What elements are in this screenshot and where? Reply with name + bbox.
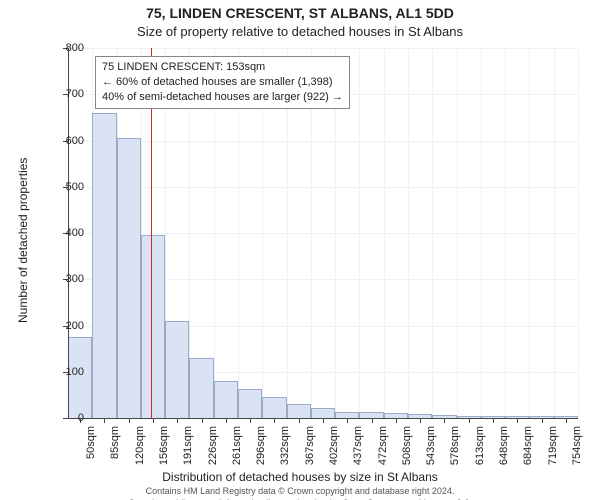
grid-line-v (384, 48, 385, 418)
grid-line-v (408, 48, 409, 418)
x-tick-label: 402sqm (328, 426, 340, 486)
grid-line-v (481, 48, 482, 418)
x-tick-mark (469, 418, 470, 423)
x-tick-mark (347, 418, 348, 423)
x-tick-mark (129, 418, 130, 423)
chart-title-address: 75, LINDEN CRESCENT, ST ALBANS, AL1 5DD (0, 5, 600, 21)
histogram-bar (189, 358, 213, 418)
x-tick-mark (104, 418, 105, 423)
grid-line-v (432, 48, 433, 418)
x-tick-mark (274, 418, 275, 423)
x-tick-label: 508sqm (401, 426, 413, 486)
x-tick-mark (420, 418, 421, 423)
x-tick-mark (299, 418, 300, 423)
x-tick-label: 648sqm (498, 426, 510, 486)
x-tick-label: 719sqm (547, 426, 559, 486)
histogram-bar (214, 381, 238, 418)
y-tick-label: 500 (54, 181, 84, 193)
histogram-bar (287, 404, 311, 418)
x-tick-label: 684sqm (522, 426, 534, 486)
histogram-bar (238, 389, 262, 418)
y-tick-label: 600 (54, 135, 84, 147)
x-tick-label: 472sqm (377, 426, 389, 486)
histogram-bar (262, 397, 286, 418)
x-tick-label: 437sqm (352, 426, 364, 486)
x-tick-label: 156sqm (158, 426, 170, 486)
grid-line-h (68, 187, 578, 188)
x-tick-label: 261sqm (231, 426, 243, 486)
x-tick-label: 120sqm (134, 426, 146, 486)
annotation-line-2: ← 60% of detached houses are smaller (1,… (102, 75, 343, 90)
y-tick-label: 200 (54, 320, 84, 332)
grid-line-v (529, 48, 530, 418)
chart-subtitle: Size of property relative to detached ho… (0, 24, 600, 39)
histogram-bar (141, 235, 165, 418)
x-tick-mark (226, 418, 227, 423)
attribution-text: Contains HM Land Registry data © Crown c… (0, 486, 600, 500)
x-tick-label: 226sqm (207, 426, 219, 486)
x-tick-label: 191sqm (182, 426, 194, 486)
grid-line-v (505, 48, 506, 418)
x-tick-label: 332sqm (279, 426, 291, 486)
annotation-line-3: 40% of semi-detached houses are larger (… (102, 90, 343, 105)
x-tick-label: 85sqm (109, 426, 121, 486)
histogram-bar (92, 113, 116, 418)
y-tick-label: 0 (54, 412, 84, 424)
histogram-bar (311, 408, 335, 418)
x-tick-mark (177, 418, 178, 423)
x-tick-label: 367sqm (304, 426, 316, 486)
x-tick-label: 543sqm (425, 426, 437, 486)
x-tick-label: 613sqm (474, 426, 486, 486)
x-tick-mark (202, 418, 203, 423)
x-tick-mark (153, 418, 154, 423)
x-tick-mark (372, 418, 373, 423)
y-tick-label: 400 (54, 227, 84, 239)
x-tick-mark (566, 418, 567, 423)
grid-line-v (554, 48, 555, 418)
x-tick-label: 296sqm (255, 426, 267, 486)
x-tick-mark (396, 418, 397, 423)
y-tick-label: 800 (54, 42, 84, 54)
grid-line-v (359, 48, 360, 418)
x-tick-mark (493, 418, 494, 423)
x-tick-mark (444, 418, 445, 423)
histogram-bar (165, 321, 189, 418)
grid-line-h (68, 48, 578, 49)
attribution-line-1: Contains HM Land Registry data © Crown c… (0, 486, 600, 498)
y-tick-label: 700 (54, 88, 84, 100)
grid-line-v (578, 48, 579, 418)
x-tick-mark (250, 418, 251, 423)
grid-line-h (68, 141, 578, 142)
y-axis-label: Number of detached properties (16, 158, 30, 323)
x-tick-label: 754sqm (571, 426, 583, 486)
grid-line-v (457, 48, 458, 418)
y-tick-label: 300 (54, 273, 84, 285)
grid-line-h (68, 233, 578, 234)
x-tick-mark (323, 418, 324, 423)
annotation-line-1: 75 LINDEN CRESCENT: 153sqm (102, 60, 343, 75)
chart-container: 75, LINDEN CRESCENT, ST ALBANS, AL1 5DD … (0, 0, 600, 500)
x-tick-label: 578sqm (449, 426, 461, 486)
x-tick-mark (517, 418, 518, 423)
y-tick-label: 100 (54, 366, 84, 378)
x-tick-mark (542, 418, 543, 423)
x-tick-label: 50sqm (85, 426, 97, 486)
annotation-box: 75 LINDEN CRESCENT: 153sqm ← 60% of deta… (95, 56, 350, 109)
histogram-bar (117, 138, 141, 418)
